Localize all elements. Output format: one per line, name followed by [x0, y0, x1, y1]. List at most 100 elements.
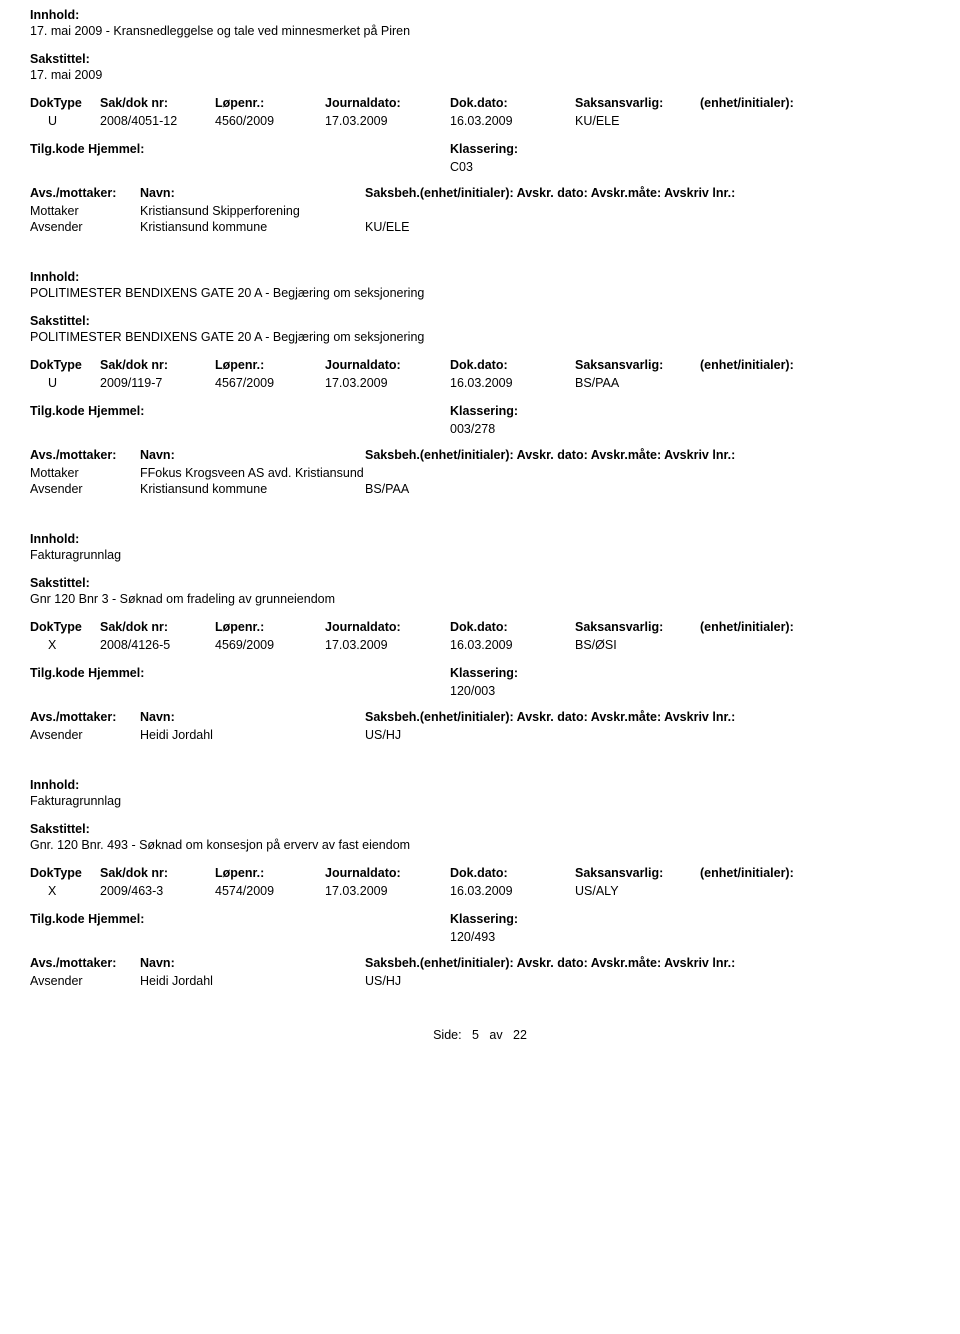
party-row: AvsenderHeidi JordahlUS/HJ — [30, 974, 930, 988]
saksbeh-header: Saksbeh.(enhet/initialer): Avskr. dato: … — [365, 710, 930, 724]
journal-record: Innhold:FakturagrunnlagSakstittel:Gnr 12… — [30, 532, 930, 742]
sakdoknr-header: Sak/dok nr: — [100, 866, 215, 880]
party-navn: FFokus Krogsveen AS avd. Kristiansund — [140, 466, 365, 480]
saksansvarlig-header: Saksansvarlig: — [575, 358, 700, 372]
saksbeh-header: Saksbeh.(enhet/initialer): Avskr. dato: … — [365, 186, 930, 200]
klassering-label: Klassering: — [450, 404, 518, 418]
doc-data-row: X2009/463-34574/200917.03.200916.03.2009… — [30, 884, 930, 898]
journaldato-header: Journaldato: — [325, 866, 450, 880]
saksansvarlig-value: BS/ØSI — [575, 638, 700, 652]
doc-data-row: X2008/4126-54569/200917.03.200916.03.200… — [30, 638, 930, 652]
sakdoknr-value: 2008/4126-5 — [100, 638, 215, 652]
klassering-value: C03 — [450, 160, 930, 174]
doc-header-row: DokTypeSak/dok nr:Løpenr.:Journaldato:Do… — [30, 358, 930, 372]
lopenr-value: 4560/2009 — [215, 114, 325, 128]
dokdato-header: Dok.dato: — [450, 358, 575, 372]
saksbeh-header: Saksbeh.(enhet/initialer): Avskr. dato: … — [365, 448, 930, 462]
doktype-value: X — [30, 638, 100, 652]
navn-header: Navn: — [140, 710, 365, 724]
party-row: AvsenderKristiansund kommuneKU/ELE — [30, 220, 930, 234]
journaldato-header: Journaldato: — [325, 358, 450, 372]
klassering-label: Klassering: — [450, 912, 518, 926]
klassering-value: 003/278 — [450, 422, 930, 436]
party-row: MottakerKristiansund Skipperforening — [30, 204, 930, 218]
saksansvarlig-header: Saksansvarlig: — [575, 96, 700, 110]
tilgkode-hjemmel-label: Tilg.kode Hjemmel: — [30, 404, 450, 418]
sakdoknr-value: 2009/119-7 — [100, 376, 215, 390]
party-navn: Heidi Jordahl — [140, 974, 365, 988]
saksansvarlig-value: US/ALY — [575, 884, 700, 898]
party-row: AvsenderHeidi JordahlUS/HJ — [30, 728, 930, 742]
party-code — [365, 466, 450, 480]
navn-header: Navn: — [140, 448, 365, 462]
doktype-value: U — [30, 114, 100, 128]
enhet-value — [700, 376, 930, 390]
lopenr-header: Løpenr.: — [215, 358, 325, 372]
dokdato-value: 16.03.2009 — [450, 114, 575, 128]
journal-record: Innhold: POLITIMESTER BENDIXENS GATE 20 A… — [30, 270, 930, 496]
sakstittel-label: Sakstittel: — [30, 314, 930, 328]
sakstittel-text: 17. mai 2009 — [30, 68, 930, 82]
journaldato-value: 17.03.2009 — [325, 884, 450, 898]
innhold-label: Innhold: — [30, 270, 930, 284]
dokdato-value: 16.03.2009 — [450, 884, 575, 898]
tilgkode-hjemmel-label: Tilg.kode Hjemmel: — [30, 666, 450, 680]
navn-header: Navn: — [140, 956, 365, 970]
dokdato-value: 16.03.2009 — [450, 376, 575, 390]
party-role: Avsender — [30, 974, 140, 988]
party-role: Avsender — [30, 220, 140, 234]
doktype-header: DokType — [30, 96, 100, 110]
saksansvarlig-value: BS/PAA — [575, 376, 700, 390]
journaldato-header: Journaldato: — [325, 620, 450, 634]
tilgkode-hjemmel-label: Tilg.kode Hjemmel: — [30, 142, 450, 156]
enhet-value — [700, 884, 930, 898]
sakstittel-text: Gnr 120 Bnr 3 - Søknad om fradeling av g… — [30, 592, 930, 606]
lopenr-header: Løpenr.: — [215, 620, 325, 634]
party-role: Avsender — [30, 482, 140, 496]
navn-header: Navn: — [140, 186, 365, 200]
journal-record: Innhold:17. mai 2009 - Kransnedleggelse … — [30, 8, 930, 234]
journal-record: Innhold:FakturagrunnlagSakstittel:Gnr. 1… — [30, 778, 930, 988]
party-row: AvsenderKristiansund kommuneBS/PAA — [30, 482, 930, 496]
sakstittel-text: Gnr. 120 Bnr. 493 - Søknad om konsesjon … — [30, 838, 930, 852]
lopenr-header: Løpenr.: — [215, 866, 325, 880]
klassering-label: Klassering: — [450, 142, 518, 156]
sakdoknr-header: Sak/dok nr: — [100, 620, 215, 634]
doc-data-row: U2009/119-74567/200917.03.200916.03.2009… — [30, 376, 930, 390]
enhet-header: (enhet/initialer): — [700, 620, 930, 634]
party-code: US/HJ — [365, 728, 450, 742]
innhold-label: Innhold: — [30, 532, 930, 546]
party-navn: Kristiansund Skipperforening — [140, 204, 365, 218]
footer-total: 22 — [513, 1028, 527, 1042]
party-code: BS/PAA — [365, 482, 450, 496]
party-navn: Kristiansund kommune — [140, 220, 365, 234]
klassering-label: Klassering: — [450, 666, 518, 680]
party-header-row: Avs./mottaker:Navn:Saksbeh.(enhet/initia… — [30, 186, 930, 200]
sakstittel-label: Sakstittel: — [30, 52, 930, 66]
doktype-header: DokType — [30, 620, 100, 634]
sakstittel-label: Sakstittel: — [30, 822, 930, 836]
lopenr-value: 4574/2009 — [215, 884, 325, 898]
doktype-header: DokType — [30, 358, 100, 372]
enhet-header: (enhet/initialer): — [700, 866, 930, 880]
dokdato-header: Dok.dato: — [450, 96, 575, 110]
journaldato-header: Journaldato: — [325, 96, 450, 110]
avsmottaker-header: Avs./mottaker: — [30, 448, 140, 462]
journaldato-value: 17.03.2009 — [325, 638, 450, 652]
party-code: US/HJ — [365, 974, 450, 988]
page-footer: Side: 5 av 22 — [30, 1028, 930, 1062]
enhet-header: (enhet/initialer): — [700, 358, 930, 372]
doc-header-row: DokTypeSak/dok nr:Løpenr.:Journaldato:Do… — [30, 866, 930, 880]
footer-side-label: Side: — [433, 1028, 462, 1042]
hjemmel-row: Tilg.kode Hjemmel:Klassering: — [30, 912, 930, 926]
innhold-text: POLITIMESTER BENDIXENS GATE 20 A - Begjæ… — [30, 286, 930, 300]
party-header-row: Avs./mottaker:Navn:Saksbeh.(enhet/initia… — [30, 956, 930, 970]
avsmottaker-header: Avs./mottaker: — [30, 710, 140, 724]
klassering-value: 120/003 — [450, 684, 930, 698]
sakstittel-text: POLITIMESTER BENDIXENS GATE 20 A - Begjæ… — [30, 330, 930, 344]
doc-data-row: U2008/4051-124560/200917.03.200916.03.20… — [30, 114, 930, 128]
lopenr-value: 4567/2009 — [215, 376, 325, 390]
party-navn: Kristiansund kommune — [140, 482, 365, 496]
saksansvarlig-value: KU/ELE — [575, 114, 700, 128]
sakdoknr-header: Sak/dok nr: — [100, 358, 215, 372]
